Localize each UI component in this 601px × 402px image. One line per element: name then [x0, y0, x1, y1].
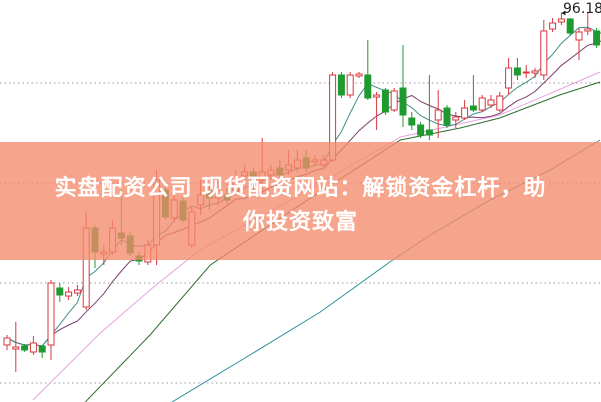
candle-down — [56, 287, 64, 296]
candle-down — [443, 107, 451, 126]
candle-up — [73, 289, 81, 294]
candle-up — [461, 107, 469, 119]
candle-down — [399, 87, 407, 116]
candle-down — [337, 74, 345, 96]
candle-up — [540, 30, 548, 76]
candle-up — [3, 337, 11, 346]
candle-up — [355, 73, 363, 77]
candle-up — [452, 116, 460, 121]
candle-up — [505, 67, 513, 89]
peak-price-label: 96.18 — [563, 1, 601, 17]
ma-green-line — [84, 81, 601, 402]
candle-down — [408, 117, 416, 126]
candle-up — [434, 109, 442, 121]
candle-up — [557, 18, 565, 23]
candle-up — [575, 31, 583, 41]
candle-down — [593, 30, 601, 46]
candle-down — [425, 129, 433, 136]
candle-up — [65, 291, 73, 297]
candle-down — [566, 18, 574, 34]
candle-down — [381, 89, 389, 113]
candle-up — [487, 99, 495, 106]
candle-up — [373, 94, 381, 98]
peak-arrow-icon — [561, 10, 566, 16]
candle-up — [549, 22, 557, 30]
candle-down — [513, 67, 521, 76]
banner-line-2: 你投资致富 — [242, 210, 358, 235]
candle-up — [346, 74, 354, 96]
promo-banner: 实盘配资公司 现货配资网站：解锁资金杠杆，助 你投资致富 — [0, 142, 601, 260]
candle-down — [38, 345, 46, 353]
candle-up — [584, 28, 592, 32]
candle-up — [531, 70, 539, 74]
candle-up — [522, 71, 530, 74]
candle-up — [29, 342, 37, 353]
candle-up — [12, 346, 20, 350]
candle-up — [47, 282, 55, 346]
banner-line-1: 实盘配资公司 现货配资网站：解锁资金杠杆，助 — [54, 176, 547, 201]
candle-down — [469, 105, 477, 111]
candle-up — [478, 97, 486, 111]
candle-down — [417, 124, 425, 136]
candle-up — [390, 90, 398, 111]
candle-up — [496, 95, 504, 111]
candle-down — [364, 74, 372, 99]
candle-down — [21, 345, 29, 351]
